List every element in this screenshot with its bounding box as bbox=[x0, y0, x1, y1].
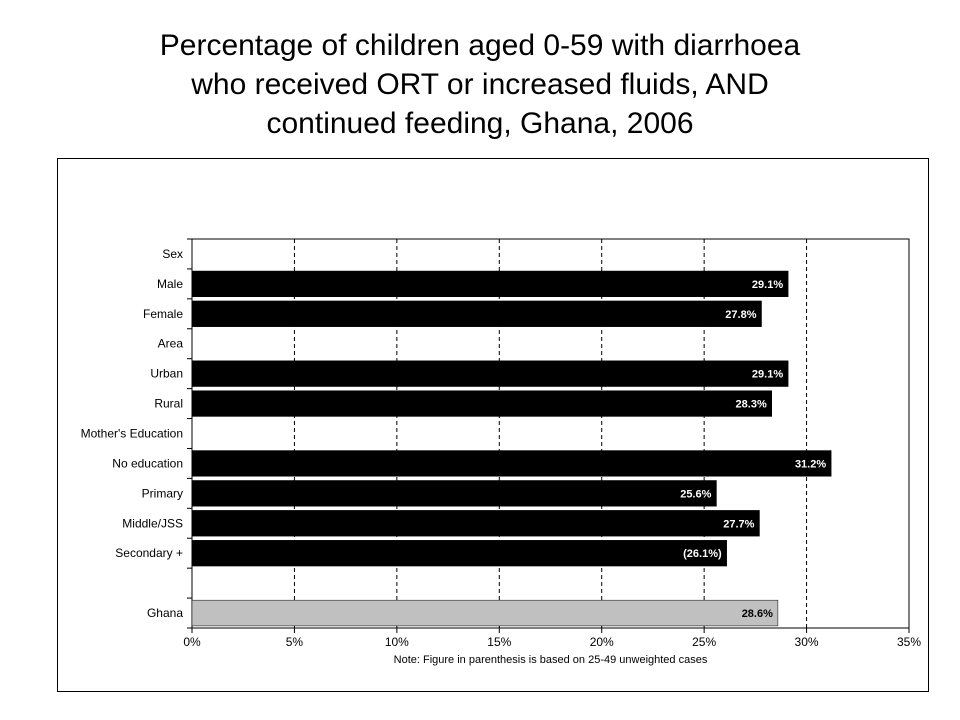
chart-frame: Sex Male 29.1% Female 27.8% Area Urban 29.1% Rur… bbox=[57, 158, 929, 692]
x-tick-label: 10% bbox=[385, 635, 409, 649]
chart-note: Note: Figure in parenthesis is based on … bbox=[394, 654, 708, 666]
bar bbox=[191, 270, 789, 298]
x-tick-label: 0% bbox=[183, 635, 201, 649]
category-label: Sex bbox=[162, 247, 183, 261]
bar-chart: Sex Male 29.1% Female 27.8% Area Urban 29.1% Rur… bbox=[81, 238, 921, 666]
category-label: Ghana bbox=[147, 606, 183, 620]
x-tick-label: 30% bbox=[795, 635, 819, 649]
title-line-1: Percentage of children aged 0-59 with di… bbox=[159, 29, 801, 62]
category-label: Area bbox=[158, 337, 184, 351]
x-tick-label: 20% bbox=[590, 635, 614, 649]
value-label: 28.6% bbox=[742, 608, 773, 620]
value-label: 29.1% bbox=[752, 369, 783, 381]
x-tick-label: 25% bbox=[692, 635, 716, 649]
title-line-2: who received ORT or increased fluids, AN… bbox=[191, 68, 769, 101]
value-label: 25.6% bbox=[680, 488, 711, 500]
bar bbox=[191, 450, 832, 477]
bar bbox=[191, 360, 789, 387]
x-tick-label: 35% bbox=[897, 635, 921, 649]
plot-area bbox=[191, 238, 910, 629]
value-label: 27.8% bbox=[725, 309, 756, 321]
category-label: Middle/JSS bbox=[122, 516, 183, 530]
category-label: Secondary + bbox=[115, 546, 183, 560]
category-label: Urban bbox=[150, 367, 183, 381]
bar bbox=[191, 300, 762, 327]
chart-title: Percentage of children aged 0-59 with di… bbox=[0, 26, 960, 143]
value-label: 31.2% bbox=[795, 458, 826, 470]
category-label: Rural bbox=[154, 397, 183, 411]
category-label: Mother's Education bbox=[81, 427, 183, 441]
category-label: Male bbox=[157, 277, 183, 291]
category-label: Female bbox=[143, 307, 183, 321]
value-label: (26.1%) bbox=[683, 548, 722, 560]
value-label: 28.3% bbox=[736, 399, 767, 411]
bar bbox=[191, 480, 717, 507]
bar bbox=[191, 540, 727, 567]
category-label: Primary bbox=[142, 486, 183, 500]
value-label: 29.1% bbox=[752, 279, 783, 291]
bar bbox=[191, 390, 772, 417]
bar bbox=[191, 599, 779, 627]
x-tick-label: 5% bbox=[286, 635, 304, 649]
category-label: No education bbox=[112, 456, 183, 470]
bar bbox=[191, 510, 760, 537]
x-tick-label: 15% bbox=[487, 635, 511, 649]
title-line-3: continued feeding, Ghana, 2006 bbox=[266, 107, 694, 140]
value-label: 27.7% bbox=[723, 518, 754, 530]
